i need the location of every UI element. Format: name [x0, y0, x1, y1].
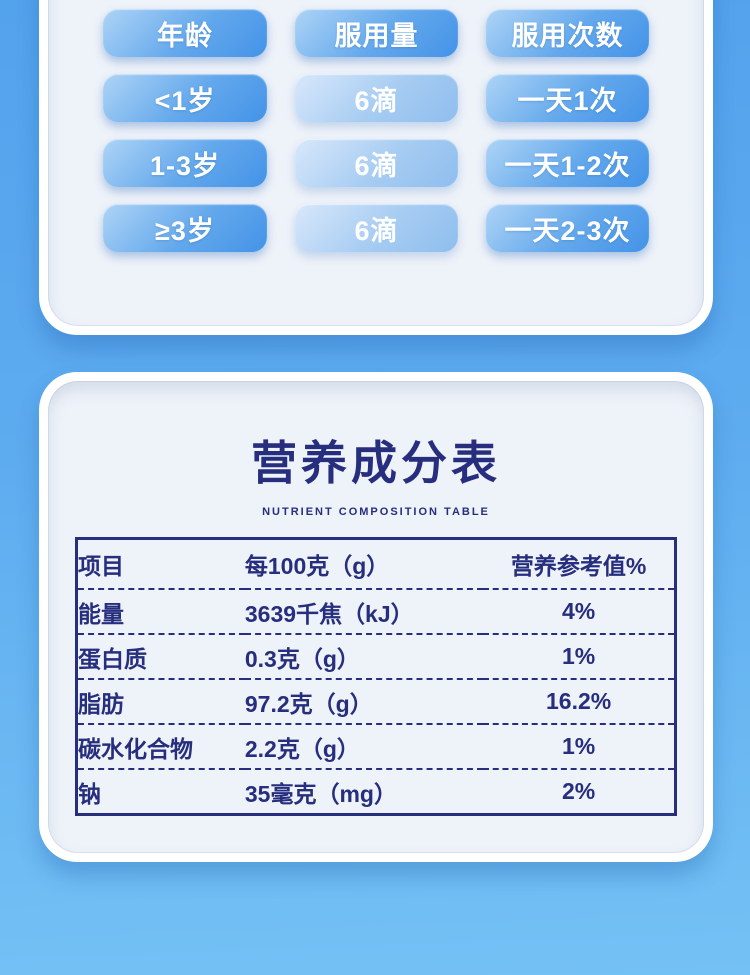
cell-item: 蛋白质	[76, 633, 245, 679]
cell-item: 能量	[76, 588, 245, 634]
cell-per100g: 35毫克（mg）	[244, 768, 484, 815]
cell-item: 脂肪	[76, 678, 245, 724]
table-row-sodium: 钠 35毫克（mg） 2%	[76, 768, 676, 815]
pill-header-dosage: 服用量	[295, 9, 458, 57]
pill-age-row1: <1岁	[103, 74, 267, 122]
nutrition-header-row: 项目 每100克（g） 营养参考值%	[77, 539, 676, 590]
pill-dosage-row3: 6滴	[295, 204, 458, 252]
table-row-protein: 蛋白质 0.3克（g） 1%	[76, 633, 676, 679]
nutrition-subtitle: NUTRIENT COMPOSITION TABLE	[262, 506, 490, 518]
header-item: 项目	[78, 553, 124, 579]
cell-per100g: 97.2克（g）	[244, 678, 484, 724]
pill-header-age: 年龄	[103, 9, 267, 57]
table-row-energy: 能量 3639千焦（kJ） 4%	[76, 588, 676, 634]
nutrition-card: 营养成分表 NUTRIENT COMPOSITION TABLE 项目 每100…	[39, 372, 713, 862]
pill-frequency-row3: 一天2-3次	[486, 204, 649, 252]
pill-age-row3: ≥3岁	[103, 204, 267, 252]
pill-dosage-row1: 6滴	[295, 74, 458, 122]
nutrition-card-panel: 营养成分表 NUTRIENT COMPOSITION TABLE 项目 每100…	[48, 381, 704, 853]
nutrition-table: 项目 每100克（g） 营养参考值% 能量 3639千焦（kJ） 4% 蛋白质 …	[75, 537, 677, 816]
pill-frequency-row2: 一天1-2次	[486, 139, 649, 187]
cell-nrv: 1%	[483, 633, 676, 679]
pill-age-row2: 1-3岁	[103, 139, 267, 187]
pill-dosage-row2: 6滴	[295, 139, 458, 187]
header-nrv: 营养参考值%	[510, 553, 647, 579]
dosage-card-panel: 年龄 服用量 服用次数 <1岁 6滴 一天1次 1-3岁 6滴 一天1-2次 ≥…	[48, 0, 704, 326]
pill-header-frequency: 服用次数	[486, 9, 649, 57]
cell-nrv: 2%	[483, 768, 676, 815]
cell-per100g: 0.3克（g）	[244, 633, 484, 679]
cell-nrv: 16.2%	[483, 678, 676, 724]
cell-item: 碳水化合物	[76, 723, 245, 769]
cell-nrv: 4%	[483, 588, 676, 634]
cell-nrv: 1%	[483, 723, 676, 769]
dosage-table: 年龄 服用量 服用次数 <1岁 6滴 一天1次 1-3岁 6滴 一天1-2次 ≥…	[103, 9, 649, 252]
header-per100g: 每100克（g）	[244, 553, 390, 579]
cell-per100g: 2.2克（g）	[244, 723, 484, 769]
pill-frequency-row1: 一天1次	[486, 74, 649, 122]
dosage-card: 年龄 服用量 服用次数 <1岁 6滴 一天1次 1-3岁 6滴 一天1-2次 ≥…	[39, 0, 713, 335]
table-row-fat: 脂肪 97.2克（g） 16.2%	[76, 678, 676, 724]
cell-item: 钠	[76, 768, 245, 815]
cell-per100g: 3639千焦（kJ）	[244, 588, 484, 634]
table-row-carbohydrate: 碳水化合物 2.2克（g） 1%	[76, 723, 676, 769]
nutrition-title: 营养成分表	[251, 437, 501, 489]
